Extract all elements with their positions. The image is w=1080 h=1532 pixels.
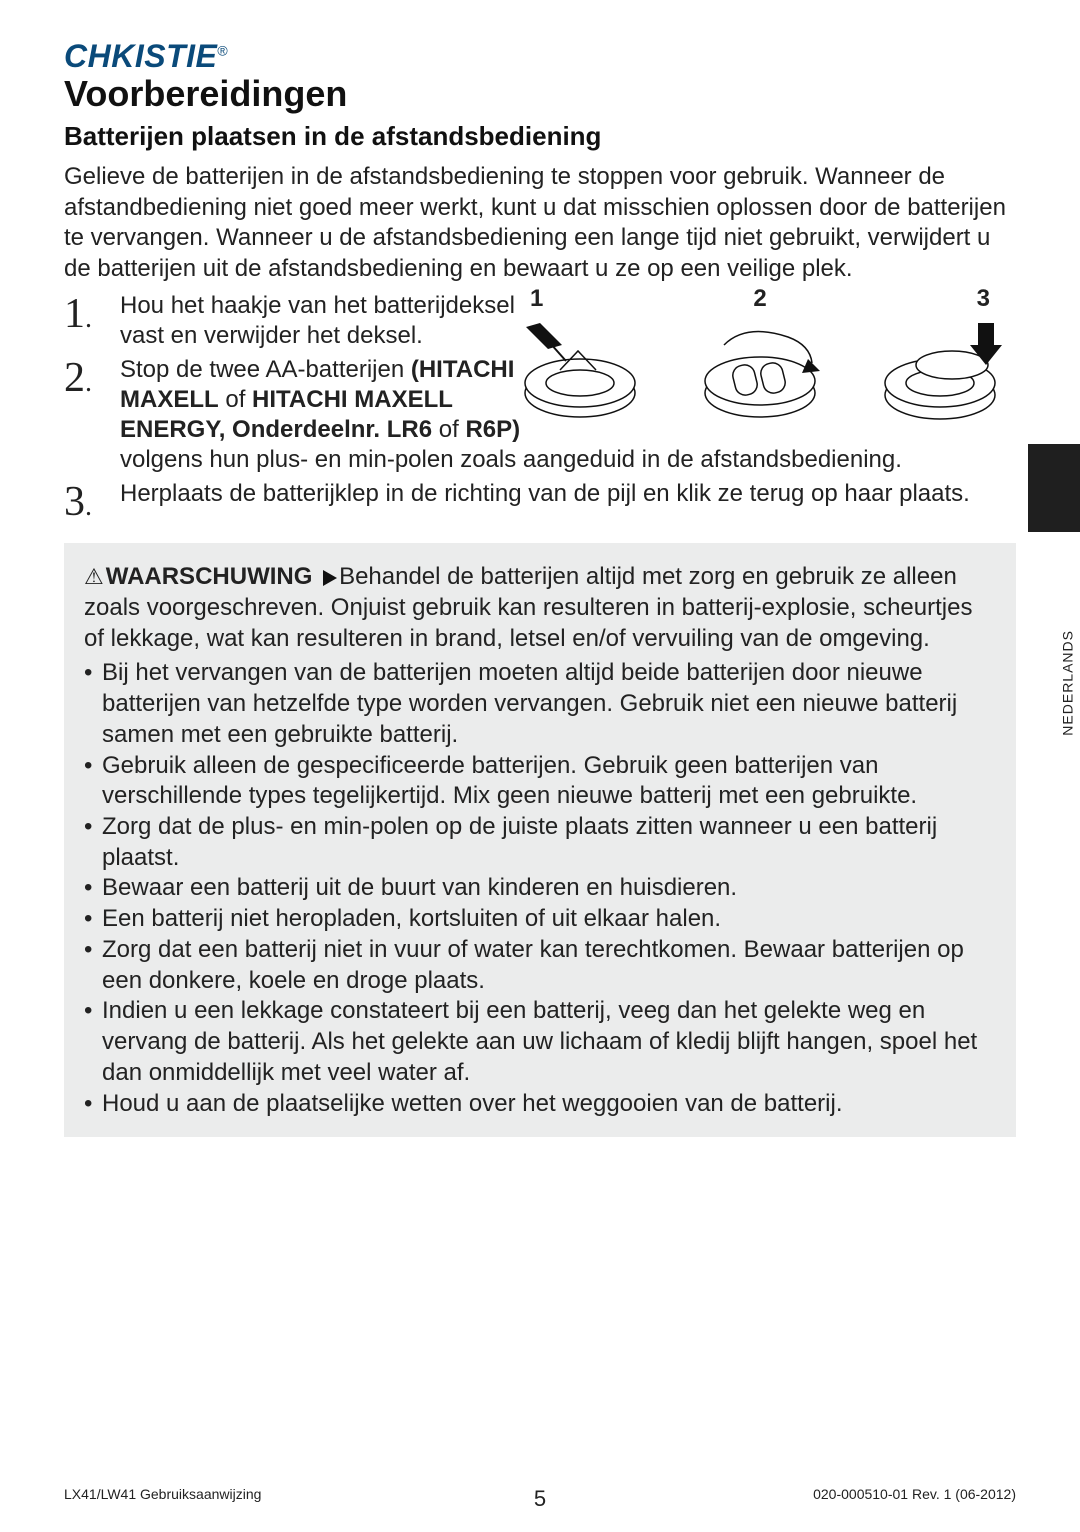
footer-right: 020-000510-01 Rev. 1 (06-2012) — [813, 1486, 1016, 1502]
warn-item-6: Indien u een lekkage constateert bij een… — [102, 996, 996, 1088]
step-1-text: Hou het haakje van het batterijdeksel va… — [120, 291, 560, 351]
warn-item-0: Bij het vervangen van de batterijen moet… — [102, 658, 996, 750]
warn-item-3: Bewaar een batterij uit de buurt van kin… — [102, 873, 737, 904]
illus-label-3: 3 — [977, 285, 990, 313]
illus-3 — [860, 315, 1020, 425]
language-tab — [1028, 444, 1080, 532]
brand-logo: CHKISTIE® — [64, 38, 1016, 75]
warning-list: •Bij het vervangen van de batterijen moe… — [84, 658, 996, 1119]
warning-title: WAARSCHUWING — [106, 563, 313, 590]
intro-paragraph: Gelieve de batterijen in de afstandsbedi… — [64, 162, 1016, 285]
step-1-number: 1. — [64, 293, 120, 335]
warning-box: ⚠WAARSCHUWING Behandel de batterijen alt… — [64, 543, 1016, 1137]
page-footer: LX41/LW41 Gebruiksaanwijzing 5 020-00051… — [64, 1486, 1016, 1502]
logo-text: CHKISTIE — [64, 38, 217, 74]
warning-intro: ⚠WAARSCHUWING Behandel de batterijen alt… — [84, 561, 996, 655]
step-3-number: 3. — [64, 481, 120, 523]
warn-item-5: Zorg dat een batterij niet in vuur of wa… — [102, 935, 996, 996]
footer-left: LX41/LW41 Gebruiksaanwijzing — [64, 1486, 261, 1502]
warning-icon: ⚠ — [84, 563, 104, 592]
page-title: Voorbereidingen — [64, 73, 1016, 115]
section-title: Batterijen plaatsen in de afstandsbedien… — [64, 121, 1016, 152]
page-number: 5 — [534, 1486, 546, 1512]
warn-item-1: Gebruik alleen de gespecificeerde batter… — [102, 751, 996, 812]
battery-illustrations: 1 2 3 — [500, 285, 1020, 425]
step-2-number: 2. — [64, 357, 120, 399]
logo-reg: ® — [217, 42, 228, 58]
step-3-text: Herplaats de batterijklep in de richting… — [120, 479, 970, 509]
illus-1 — [500, 315, 660, 425]
illus-label-2: 2 — [753, 285, 766, 313]
warn-item-4: Een batterij niet heropladen, kortsluite… — [102, 904, 721, 935]
language-label: NEDERLANDS — [1060, 630, 1076, 736]
warn-item-7: Houd u aan de plaatselijke wetten over h… — [102, 1089, 843, 1120]
warn-item-2: Zorg dat de plus- en min-polen op de jui… — [102, 812, 996, 873]
illus-2 — [680, 315, 840, 425]
arrow-icon — [323, 570, 337, 586]
illus-label-1: 1 — [530, 285, 543, 313]
